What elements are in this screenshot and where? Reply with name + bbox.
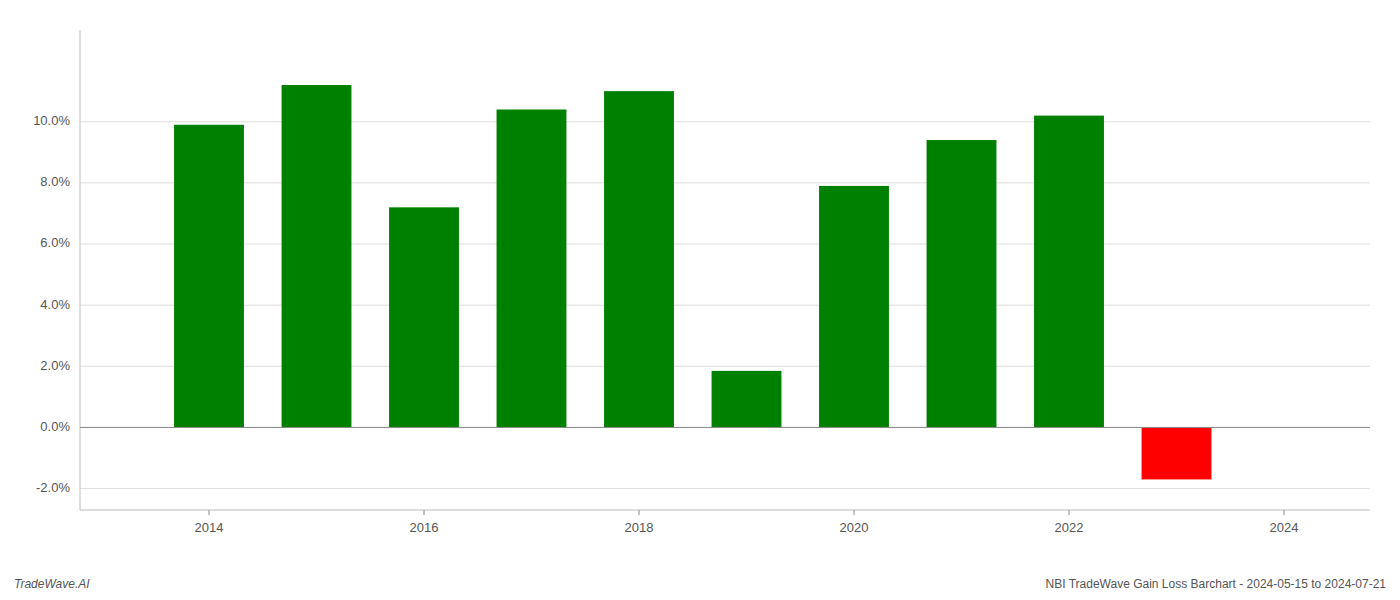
grid-line [80,427,1370,428]
bar [1142,427,1212,479]
grid-line [80,488,1370,489]
x-tick-label: 2022 [1055,520,1084,535]
grid [80,122,1370,489]
y-tick-label: 0.0% [40,419,70,434]
y-tick-label: -2.0% [36,480,70,495]
x-tick-label: 2014 [195,520,224,535]
bar [819,186,889,428]
x-axis-line [80,510,1370,511]
y-tick-label: 8.0% [40,174,70,189]
grid-line [80,244,1370,245]
zero-line [80,427,1370,428]
grid-line [80,121,1370,122]
x-tick [209,510,210,515]
bar [712,371,782,428]
bar [497,109,567,427]
x-tick [1284,510,1285,515]
footer-left: TradeWave.AI [14,577,90,591]
bar [282,85,352,427]
footer-right: NBI TradeWave Gain Loss Barchart - 2024-… [1046,577,1387,591]
y-tick-label: 2.0% [40,358,70,373]
y-axis: -2.0% 0.0% 2.0% 4.0% 6.0% 8.0% 10.0% [33,30,80,510]
bar [1034,116,1104,428]
bar [927,140,997,427]
x-tick-label: 2016 [410,520,439,535]
bar [604,91,674,427]
bar [389,207,459,427]
grid-line [80,305,1370,306]
x-tick-label: 2024 [1270,520,1299,535]
x-tick [424,510,425,515]
y-tick-label: 10.0% [33,113,70,128]
footer: TradeWave.AI NBI TradeWave Gain Loss Barc… [14,577,1386,591]
y-tick-label: 6.0% [40,235,70,250]
x-axis: 2014 2016 2018 2020 2022 2024 [80,510,1370,535]
chart: -2.0%0.0%2.0%4.0%6.0%8.0%10.0%2014201620… [0,0,1400,600]
x-tick [1069,510,1070,515]
x-tick-label: 2020 [840,520,869,535]
grid-line [80,182,1370,183]
bars [174,85,1211,479]
x-tick [639,510,640,515]
x-tick-label: 2018 [625,520,654,535]
y-tick-label: 4.0% [40,297,70,312]
y-axis-line [80,30,81,510]
bar [174,125,244,428]
x-tick [854,510,855,515]
grid-line [80,366,1370,367]
